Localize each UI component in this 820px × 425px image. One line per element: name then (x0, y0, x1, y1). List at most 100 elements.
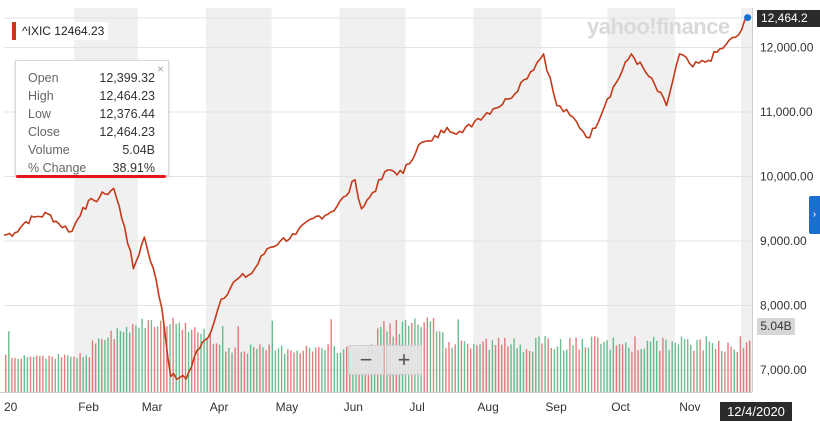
volume-bar (618, 344, 621, 392)
volume-bar (249, 344, 252, 392)
tooltip-key: Close (28, 125, 60, 139)
volume-bar (519, 344, 521, 392)
volume-bar (659, 350, 661, 392)
volume-bar (656, 340, 658, 392)
volume-bar (466, 343, 469, 392)
scroll-right-button[interactable]: › (809, 196, 820, 234)
zoom-in-button[interactable]: + (386, 345, 422, 375)
volume-bar (234, 347, 236, 392)
volume-bar (628, 347, 630, 392)
volume-bar (228, 347, 230, 392)
volume-bar (225, 351, 227, 392)
volume-bar (587, 347, 590, 392)
volume-bar (594, 336, 596, 392)
volume-bar (163, 326, 165, 392)
ticker-label: ^IXIC 12464.23 (22, 24, 105, 38)
volume-bar (153, 326, 156, 392)
volume-bar (101, 339, 103, 392)
volume-bar (575, 337, 577, 392)
y-tick-label: 8,000.00 (760, 299, 807, 313)
volume-bar (265, 350, 267, 392)
tooltip-value: 12,464.23 (99, 89, 155, 103)
volume-bar (88, 357, 91, 392)
volume-bar (532, 351, 534, 392)
volume-bar (733, 349, 735, 392)
volume-bar (736, 351, 738, 392)
volume-bar (606, 340, 608, 392)
volume-bar (237, 326, 239, 392)
volume-bar (141, 318, 143, 392)
y-tick-label: 12,000.00 (760, 41, 814, 55)
volume-bar (739, 336, 742, 392)
volume-bar (215, 343, 218, 392)
volume-bar (584, 347, 587, 392)
tooltip-key: High (28, 89, 54, 103)
volume-bar (284, 353, 286, 392)
month-band (473, 8, 542, 392)
volume-bar (482, 341, 484, 392)
volume-bar (311, 351, 314, 392)
volume-bar (497, 338, 500, 392)
x-tick-label: Jun (344, 400, 363, 414)
tooltip-value: 12,464.23 (99, 125, 155, 139)
close-icon[interactable]: × (156, 62, 164, 76)
volume-bar (94, 343, 97, 392)
tooltip-key: Open (28, 71, 59, 85)
volume-bar (646, 340, 649, 392)
volume-bar (39, 356, 41, 392)
volume-bar (212, 343, 215, 392)
volume-bar (479, 344, 481, 392)
volume-bar (132, 324, 134, 392)
volume-bar (32, 356, 35, 392)
x-tick-label: Feb (78, 400, 99, 414)
volume-bar (240, 351, 242, 392)
x-tick-label: May (276, 400, 299, 414)
volume-bar (231, 352, 233, 392)
volume-bar (70, 356, 72, 392)
volume-bar (423, 322, 425, 392)
volume-bar (60, 357, 63, 392)
tooltip-key: Low (28, 107, 51, 121)
volume-bar (708, 341, 711, 392)
y-tick-label: 10,000.00 (760, 170, 814, 184)
volume-bar (662, 337, 664, 392)
volume-bar (637, 350, 639, 392)
ticker-legend[interactable]: ^IXIC 12464.23 (12, 22, 109, 40)
volume-bar (280, 345, 283, 392)
volume-bar (711, 343, 714, 392)
volume-bar (330, 319, 332, 392)
price-line (3, 17, 749, 381)
volume-bar (690, 344, 692, 392)
volume-bar (122, 332, 125, 392)
volume-bar (181, 329, 184, 392)
x-tick-label: Oct (611, 400, 630, 414)
volume-bar (569, 337, 571, 392)
volume-bar (451, 347, 453, 392)
volume-bar (253, 347, 255, 392)
volume-bar (488, 349, 490, 392)
volume-bar (718, 340, 720, 392)
volume-bar (696, 340, 698, 392)
volume-bar (187, 332, 190, 392)
volume-bar (246, 353, 249, 392)
tooltip-row-volume: Volume 5.04B (16, 141, 168, 159)
x-tick-label: Jul (409, 400, 424, 414)
volume-bar (556, 346, 559, 392)
volume-bar (259, 344, 261, 392)
volume-bar (287, 349, 289, 392)
volume-bar (147, 320, 149, 392)
x-tick-label: Sep (545, 400, 567, 414)
volume-bar (169, 324, 171, 392)
volume-bar (677, 344, 680, 392)
zoom-out-button[interactable]: − (348, 345, 384, 375)
volume-bar (705, 336, 707, 392)
volume-bar (649, 341, 652, 392)
volume-bar (110, 330, 112, 392)
volume-bar (516, 348, 518, 392)
volume-bar (674, 342, 676, 392)
volume-bar (85, 355, 87, 392)
tooltip-key: Volume (28, 143, 70, 157)
volume-bar (714, 349, 717, 392)
volume-bar (346, 346, 348, 392)
